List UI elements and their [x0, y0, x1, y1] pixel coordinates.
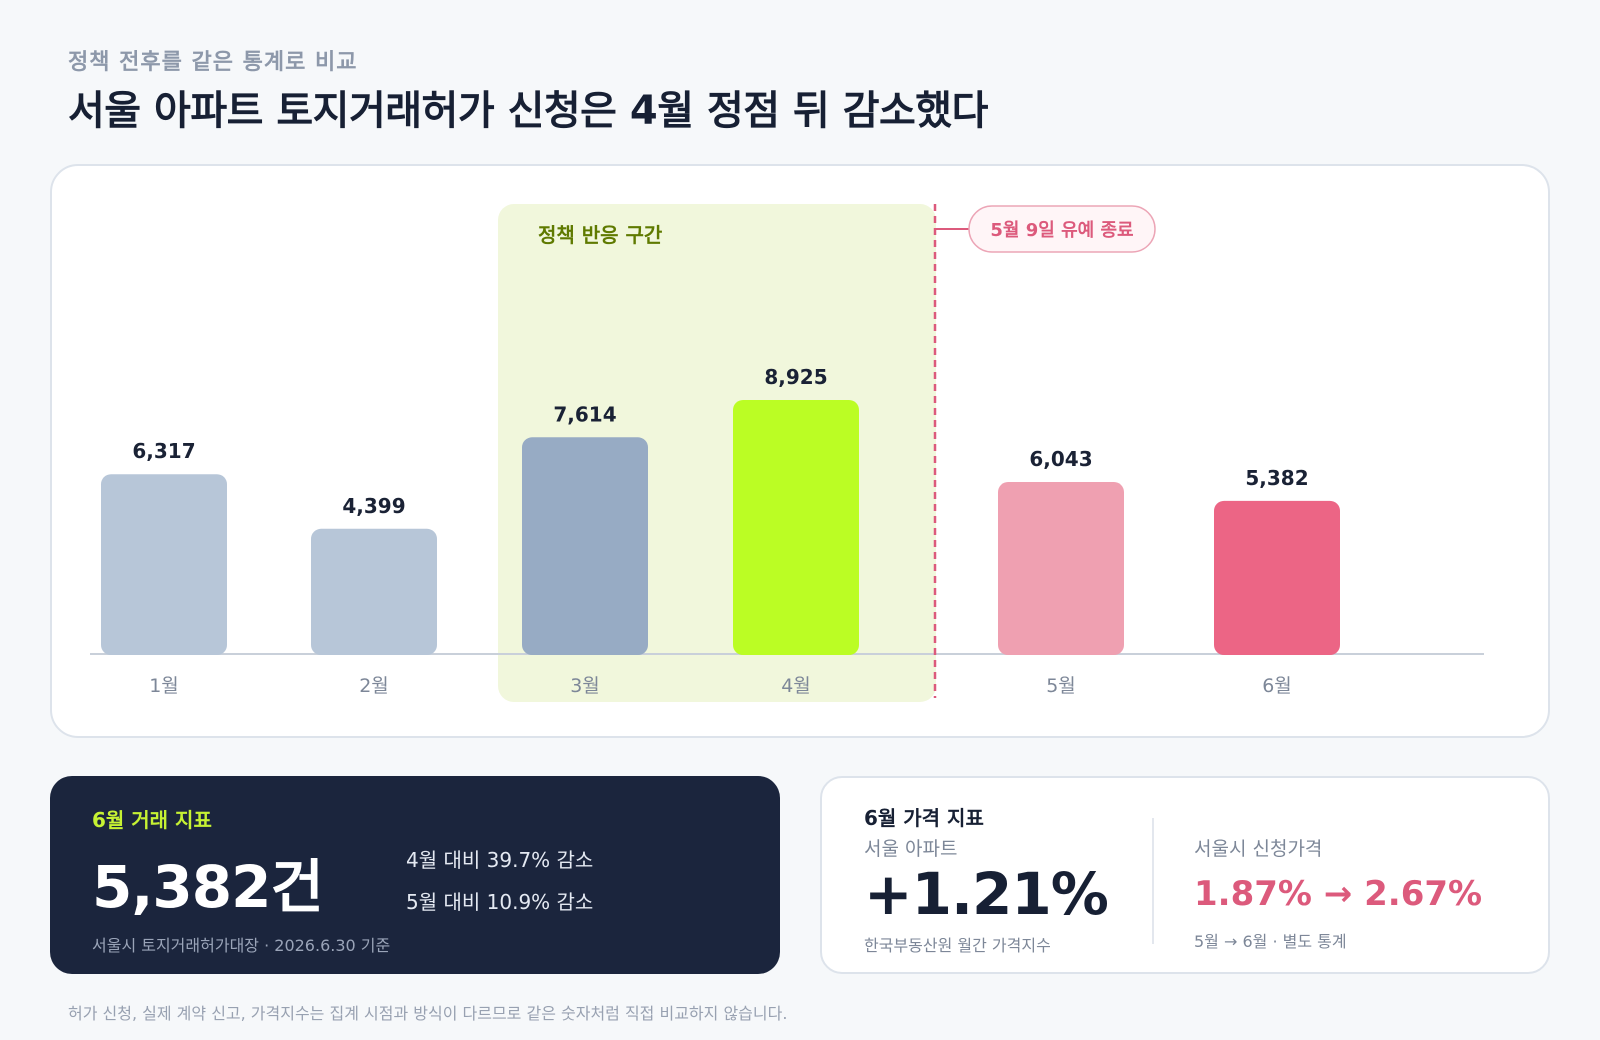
bar-2: [311, 528, 437, 655]
category-label-5: 5월: [1046, 675, 1076, 697]
application-price-source: 5월 → 6월 · 별도 통계: [1194, 932, 1347, 951]
page-title: 서울 아파트 토지거래허가 신청은 4월 정점 뒤 감소했다: [68, 88, 988, 134]
trade-count-value: 5,382건: [92, 840, 324, 924]
seoul-apartment-label: 서울 아파트: [864, 838, 958, 860]
price-index-source: 한국부동산원 월간 가격지수: [864, 936, 1051, 955]
trade-panel-source: 서울시 토지거래허가대장 · 2026.6.30 기준: [92, 936, 391, 955]
bar-6: [1214, 500, 1340, 655]
bar-3: [522, 437, 648, 655]
category-label-1: 1월: [149, 675, 179, 697]
category-label-6: 6월: [1262, 675, 1292, 697]
value-label-2: 4,399: [342, 494, 405, 518]
panel-divider: [1152, 818, 1154, 944]
price-indicator-panel: 6월 가격 지표 서울 아파트 +1.21% 한국부동산원 월간 가격지수 서울…: [820, 776, 1550, 974]
price-panel-title: 6월 가격 지표: [864, 806, 984, 830]
trade-change-vs-may: 5월 대비 10.9% 감소: [406, 890, 594, 914]
value-label-1: 6,317: [132, 439, 195, 463]
value-label-6: 5,382: [1245, 466, 1308, 490]
chart-card: 정책 반응 구간 6,317 1월 4,399 2월 7,614 3월 8,925 4월 6,04…: [50, 164, 1550, 738]
bar-5: [998, 482, 1124, 655]
marker-badge: [968, 205, 1156, 253]
seoul-apartment-price-change: +1.21%: [864, 860, 1109, 928]
application-price-change: 1.87% → 2.67%: [1194, 874, 1483, 914]
value-label-3: 7,614: [553, 402, 616, 426]
category-label-3: 3월: [570, 675, 600, 697]
value-label-5: 6,043: [1029, 447, 1092, 471]
trade-indicator-panel: 6월 거래 지표 5,382건 4월 대비 39.7% 감소 5월 대비 10.…: [50, 776, 780, 974]
footnote: 허가 신청, 실제 계약 신고, 가격지수는 집계 시점과 방식이 다르므로 같…: [68, 1004, 788, 1023]
bar-4: [733, 400, 859, 655]
policy-response-zone-label: 정책 반응 구간: [538, 223, 663, 247]
bar-1: [101, 474, 227, 655]
category-label-2: 2월: [359, 675, 389, 697]
page-kicker: 정책 전후를 같은 통계로 비교: [68, 50, 358, 75]
trade-panel-title: 6월 거래 지표: [92, 808, 212, 832]
application-price-label: 서울시 신청가격: [1194, 838, 1323, 860]
category-label-4: 4월: [781, 675, 811, 697]
trade-count-number: 5,382: [92, 853, 271, 921]
bar-chart: 정책 반응 구간 6,317 1월 4,399 2월 7,614 3월 8,925 4월 6,04…: [90, 204, 1484, 702]
trade-count-unit: 건: [270, 853, 323, 921]
value-label-4: 8,925: [764, 365, 827, 389]
marker-label: 5월 9일 유예 종료: [990, 220, 1133, 241]
trade-change-vs-april: 4월 대비 39.7% 감소: [406, 848, 594, 872]
